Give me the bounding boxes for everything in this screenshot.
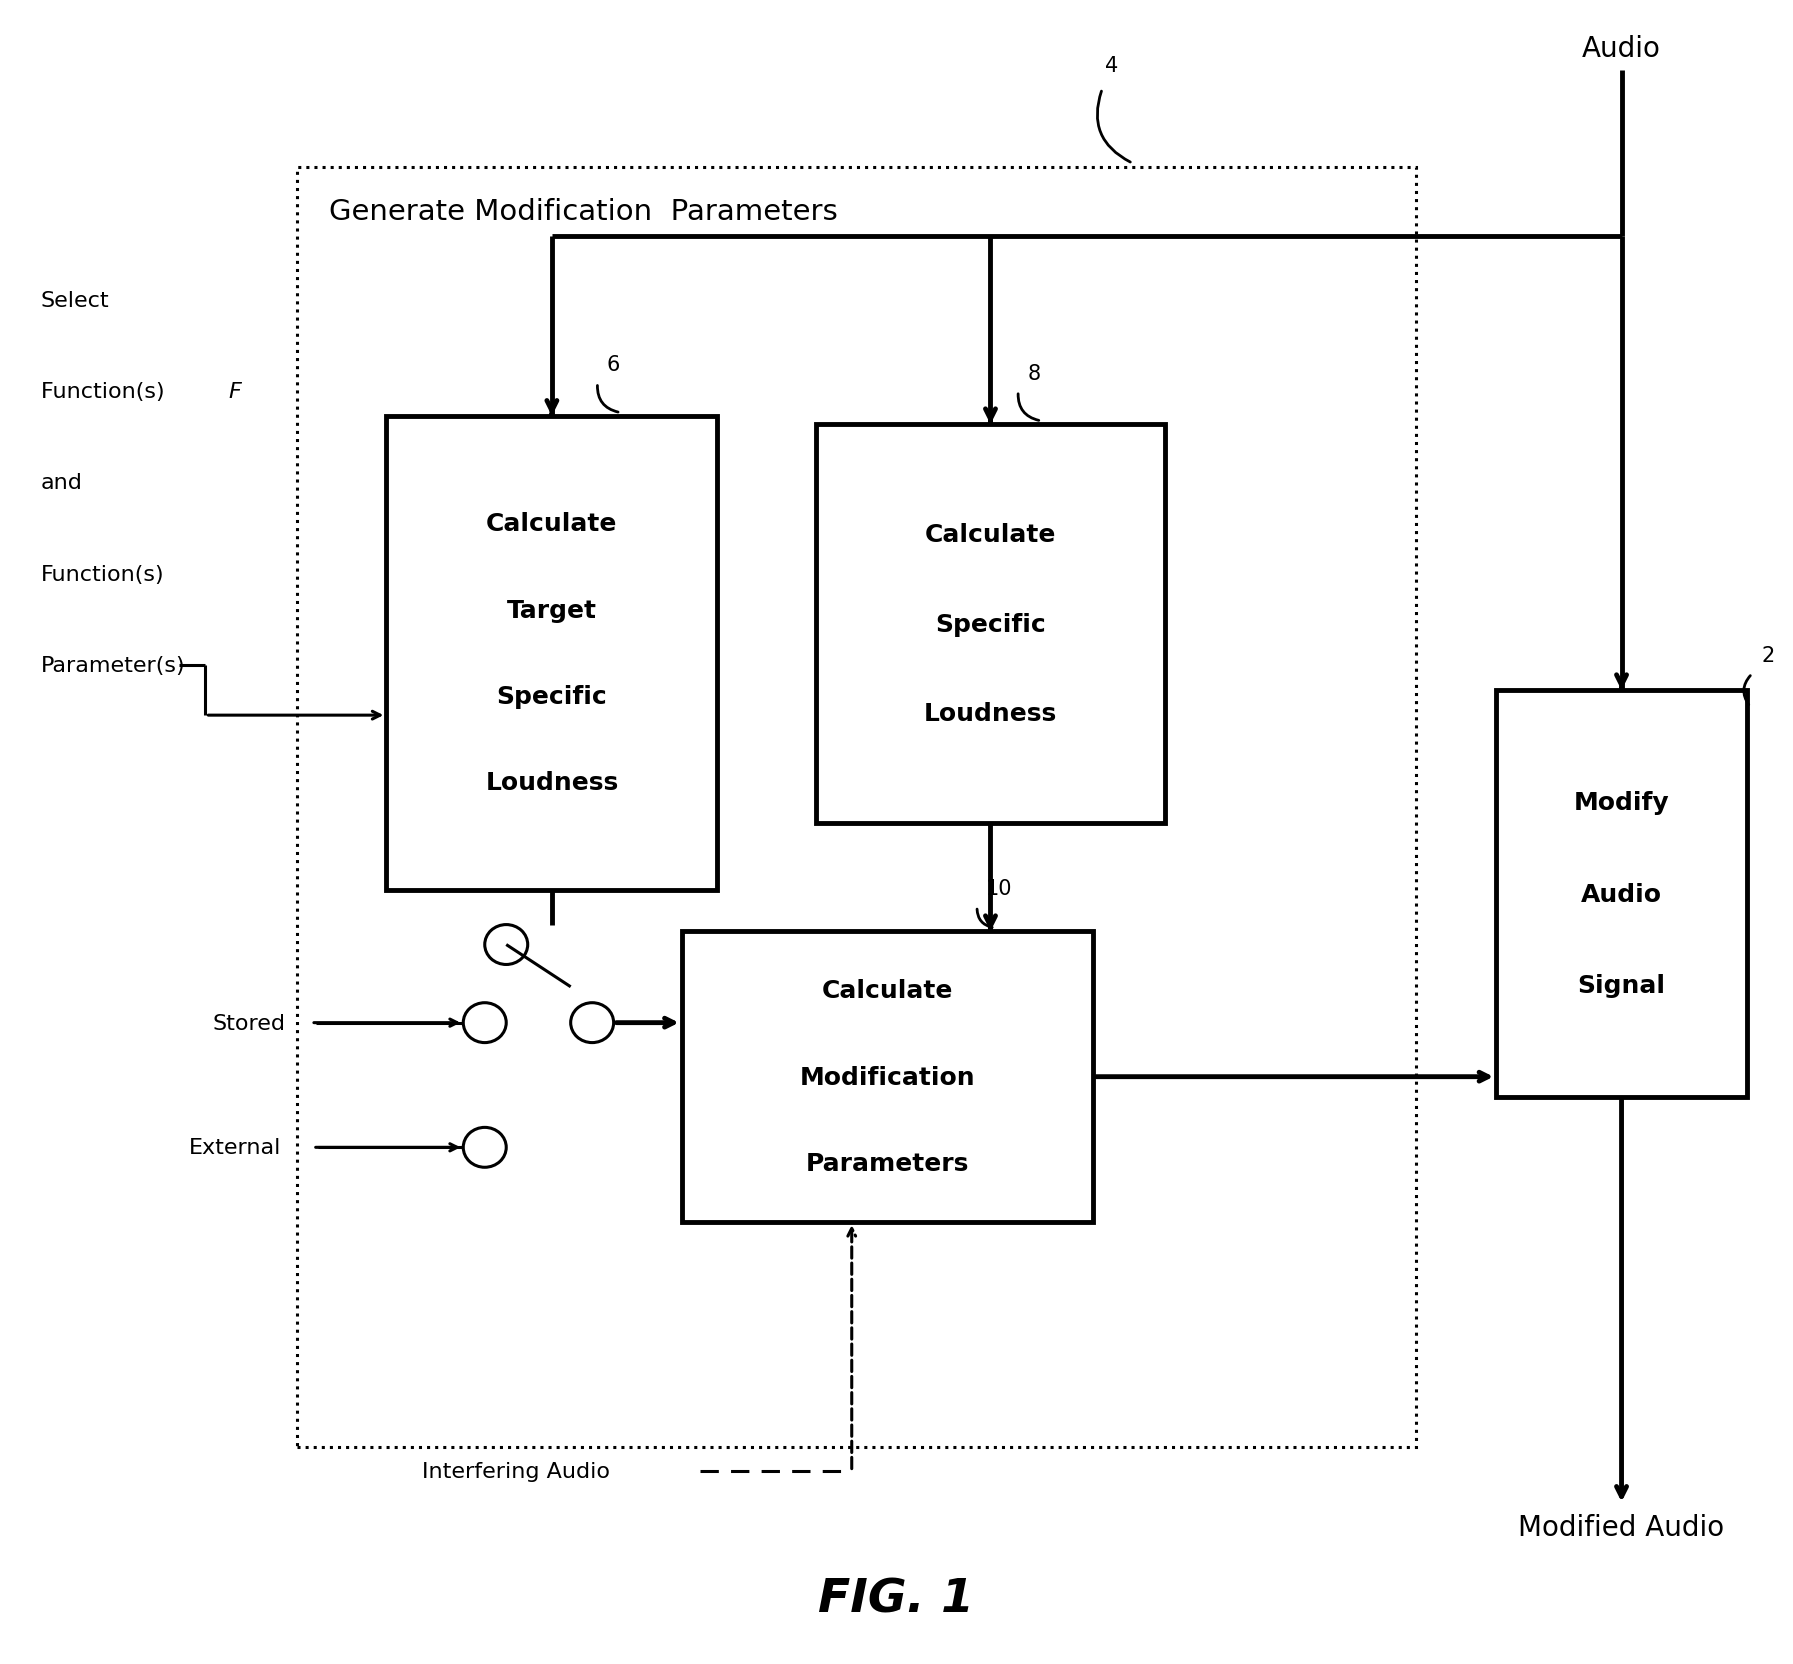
Text: Specific: Specific xyxy=(497,684,608,709)
Bar xyxy=(385,416,717,890)
FancyArrowPatch shape xyxy=(597,386,619,413)
Text: Modified Audio: Modified Audio xyxy=(1519,1513,1725,1541)
Text: 8: 8 xyxy=(1027,363,1040,383)
Text: Loudness: Loudness xyxy=(486,770,619,795)
Text: Audio: Audio xyxy=(1581,35,1660,63)
Text: 6: 6 xyxy=(606,354,620,374)
Text: Parameters: Parameters xyxy=(805,1151,970,1175)
Text: 4: 4 xyxy=(1104,57,1119,77)
Text: Modify: Modify xyxy=(1574,790,1669,815)
Text: Modification: Modification xyxy=(800,1065,975,1088)
Text: F: F xyxy=(230,381,242,401)
Text: Function(s): Function(s) xyxy=(41,564,165,584)
FancyArrowPatch shape xyxy=(1745,676,1750,706)
Bar xyxy=(681,932,1094,1223)
Text: Select: Select xyxy=(41,291,109,311)
Text: Calculate: Calculate xyxy=(821,978,954,1003)
Text: Signal: Signal xyxy=(1578,973,1666,998)
Text: Stored: Stored xyxy=(213,1013,285,1033)
FancyArrowPatch shape xyxy=(1097,92,1130,163)
Text: and: and xyxy=(41,473,82,493)
Text: 2: 2 xyxy=(1761,646,1775,666)
FancyArrowPatch shape xyxy=(1018,394,1038,421)
Text: Calculate: Calculate xyxy=(925,522,1056,547)
FancyArrowPatch shape xyxy=(977,910,992,929)
Text: Specific: Specific xyxy=(936,612,1045,636)
Text: Target: Target xyxy=(507,599,597,622)
Bar xyxy=(816,424,1165,824)
Text: External: External xyxy=(190,1138,282,1158)
Text: Loudness: Loudness xyxy=(923,702,1058,726)
Bar xyxy=(298,168,1416,1446)
Bar xyxy=(1495,691,1746,1098)
Text: FIG. 1: FIG. 1 xyxy=(818,1576,975,1621)
Text: Calculate: Calculate xyxy=(486,513,617,536)
Text: Generate Modification  Parameters: Generate Modification Parameters xyxy=(328,198,837,225)
Text: Parameter(s): Parameter(s) xyxy=(41,656,185,676)
Text: Function(s): Function(s) xyxy=(41,381,172,401)
Text: Audio: Audio xyxy=(1581,882,1662,907)
Text: Interfering Audio: Interfering Audio xyxy=(421,1461,610,1481)
Text: 10: 10 xyxy=(986,879,1013,899)
